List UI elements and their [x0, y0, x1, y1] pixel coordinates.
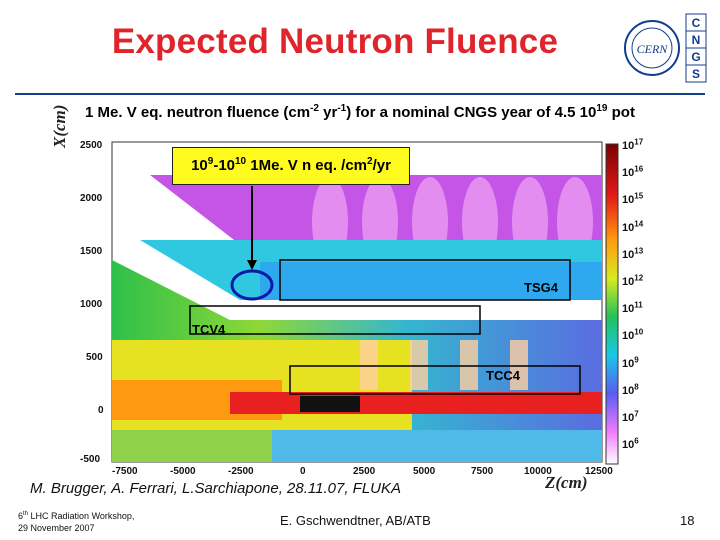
colorbar-label: 107	[622, 409, 639, 424]
fluence-callout: 109-1010 1Me. V n eq. /cm2/yr	[172, 147, 410, 185]
slide-title: Expected Neutron Fluence	[111, 22, 559, 61]
x-tick: 10000	[524, 466, 552, 477]
colorbar-label: 1014	[622, 218, 644, 234]
y-tick: 1000	[80, 299, 103, 310]
y-tick: 0	[98, 405, 104, 416]
fluence-map-graphic	[111, 141, 619, 465]
tsg4-marker	[230, 269, 274, 301]
footer-author: E. Gschwendtner, AB/ATB	[280, 513, 431, 528]
logo-text: CERN	[637, 42, 669, 56]
x-tick: 2500	[353, 466, 376, 477]
y-tick: 2500	[80, 140, 103, 151]
x-tick: 0	[300, 466, 306, 477]
label-tcv4: TCV4	[192, 322, 226, 337]
cngs-cern-logo: CERN C N G S	[624, 13, 707, 83]
x-tick: 7500	[471, 466, 494, 477]
svg-text:S: S	[692, 67, 700, 81]
svg-text:G: G	[691, 50, 700, 64]
colorbar-label: 1016	[622, 164, 644, 180]
label-tsg4: TSG4	[524, 280, 558, 295]
cngs-letter-stack: C N G S	[685, 13, 707, 83]
colorbar-label: 106	[622, 436, 639, 452]
footer-event: 6th LHC Radiation Workshop, 29 November …	[18, 511, 135, 533]
colorbar-label: 1010	[622, 327, 644, 343]
title-divider	[15, 93, 705, 95]
colorbar-label: 1012	[622, 273, 644, 288]
credit-line: M. Brugger, A. Ferrari, L.Sarchiapone, 2…	[30, 480, 402, 497]
x-tick: -7500	[112, 466, 138, 477]
svg-text:C: C	[692, 16, 701, 30]
colorbar	[605, 143, 619, 465]
label-tcc4: TCC4	[486, 368, 520, 383]
fluence-map: X(cm) Z(cm) 2500 2000 1500 1000 500 0 -5…	[0, 105, 720, 500]
slide-subtitle: 1 Me. V eq. neutron fluence (cm-2 yr-1) …	[85, 103, 635, 122]
y-tick: 500	[86, 352, 103, 363]
colorbar-label: 109	[622, 354, 639, 370]
y-tick: -500	[80, 454, 101, 465]
colorbar-label: 1011	[622, 300, 643, 316]
x-tick: -5000	[170, 466, 196, 477]
x-tick: 5000	[413, 466, 436, 477]
x-tick: -2500	[228, 466, 254, 477]
colorbar-label: 1013	[622, 246, 644, 261]
colorbar-label: 108	[622, 382, 639, 397]
y-tick: 1500	[80, 246, 103, 257]
x-tick: 12500	[585, 466, 613, 477]
svg-text:N: N	[692, 33, 701, 47]
y-axis-label: X(cm)	[50, 104, 69, 148]
colorbar-label: 1015	[622, 191, 644, 207]
x-axis-label: Z(cm)	[545, 473, 588, 492]
page-number: 18	[680, 513, 695, 528]
colorbar-label: 1017	[622, 137, 644, 152]
y-tick: 2000	[80, 193, 103, 204]
